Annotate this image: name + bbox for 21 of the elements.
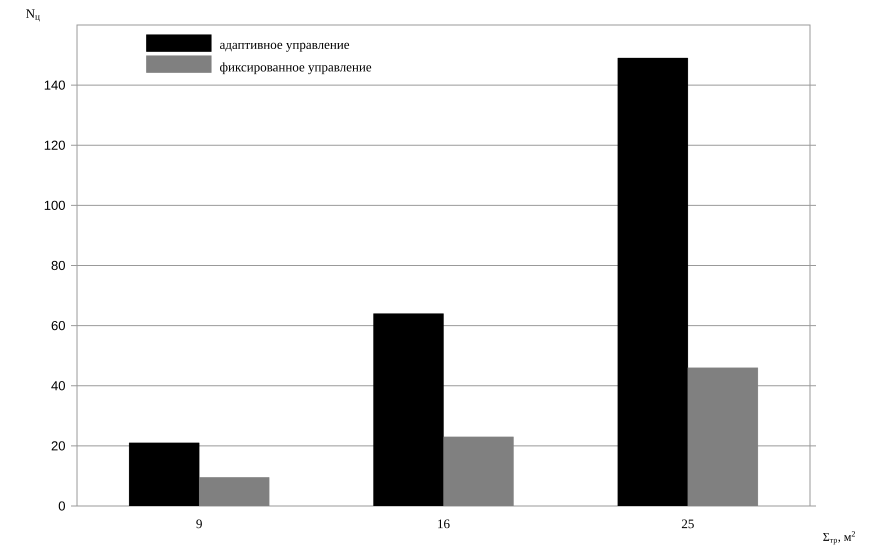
x-axis-title: Σ$_{тр}$, м$^{2}$: [823, 531, 855, 544]
legend-label: адаптивное управление: [220, 42, 350, 52]
y-tick-label: 60: [52, 321, 65, 330]
y-tick-label: 80: [52, 260, 65, 270]
x-tick-label: 9: [196, 520, 202, 528]
bar: [128, 442, 200, 506]
x-tick-label: 16: [438, 520, 450, 528]
bar: [688, 368, 758, 506]
bar: [618, 58, 688, 506]
x-tick-label: 25: [682, 520, 694, 528]
y-tick-label: 40: [51, 381, 65, 390]
y-tick-label: 100: [44, 200, 65, 210]
y-tick-label: 20: [52, 441, 65, 450]
bar: [198, 477, 270, 506]
bar: [373, 313, 444, 506]
y-tick-label: 0: [58, 501, 65, 511]
bar: [443, 436, 514, 506]
legend-label: фиксированное управление: [220, 62, 372, 74]
y-tick-label: 120: [44, 140, 65, 150]
y-tick-label: 140: [44, 80, 65, 90]
y-axis-title: N$_{ц}$: [26, 9, 40, 22]
